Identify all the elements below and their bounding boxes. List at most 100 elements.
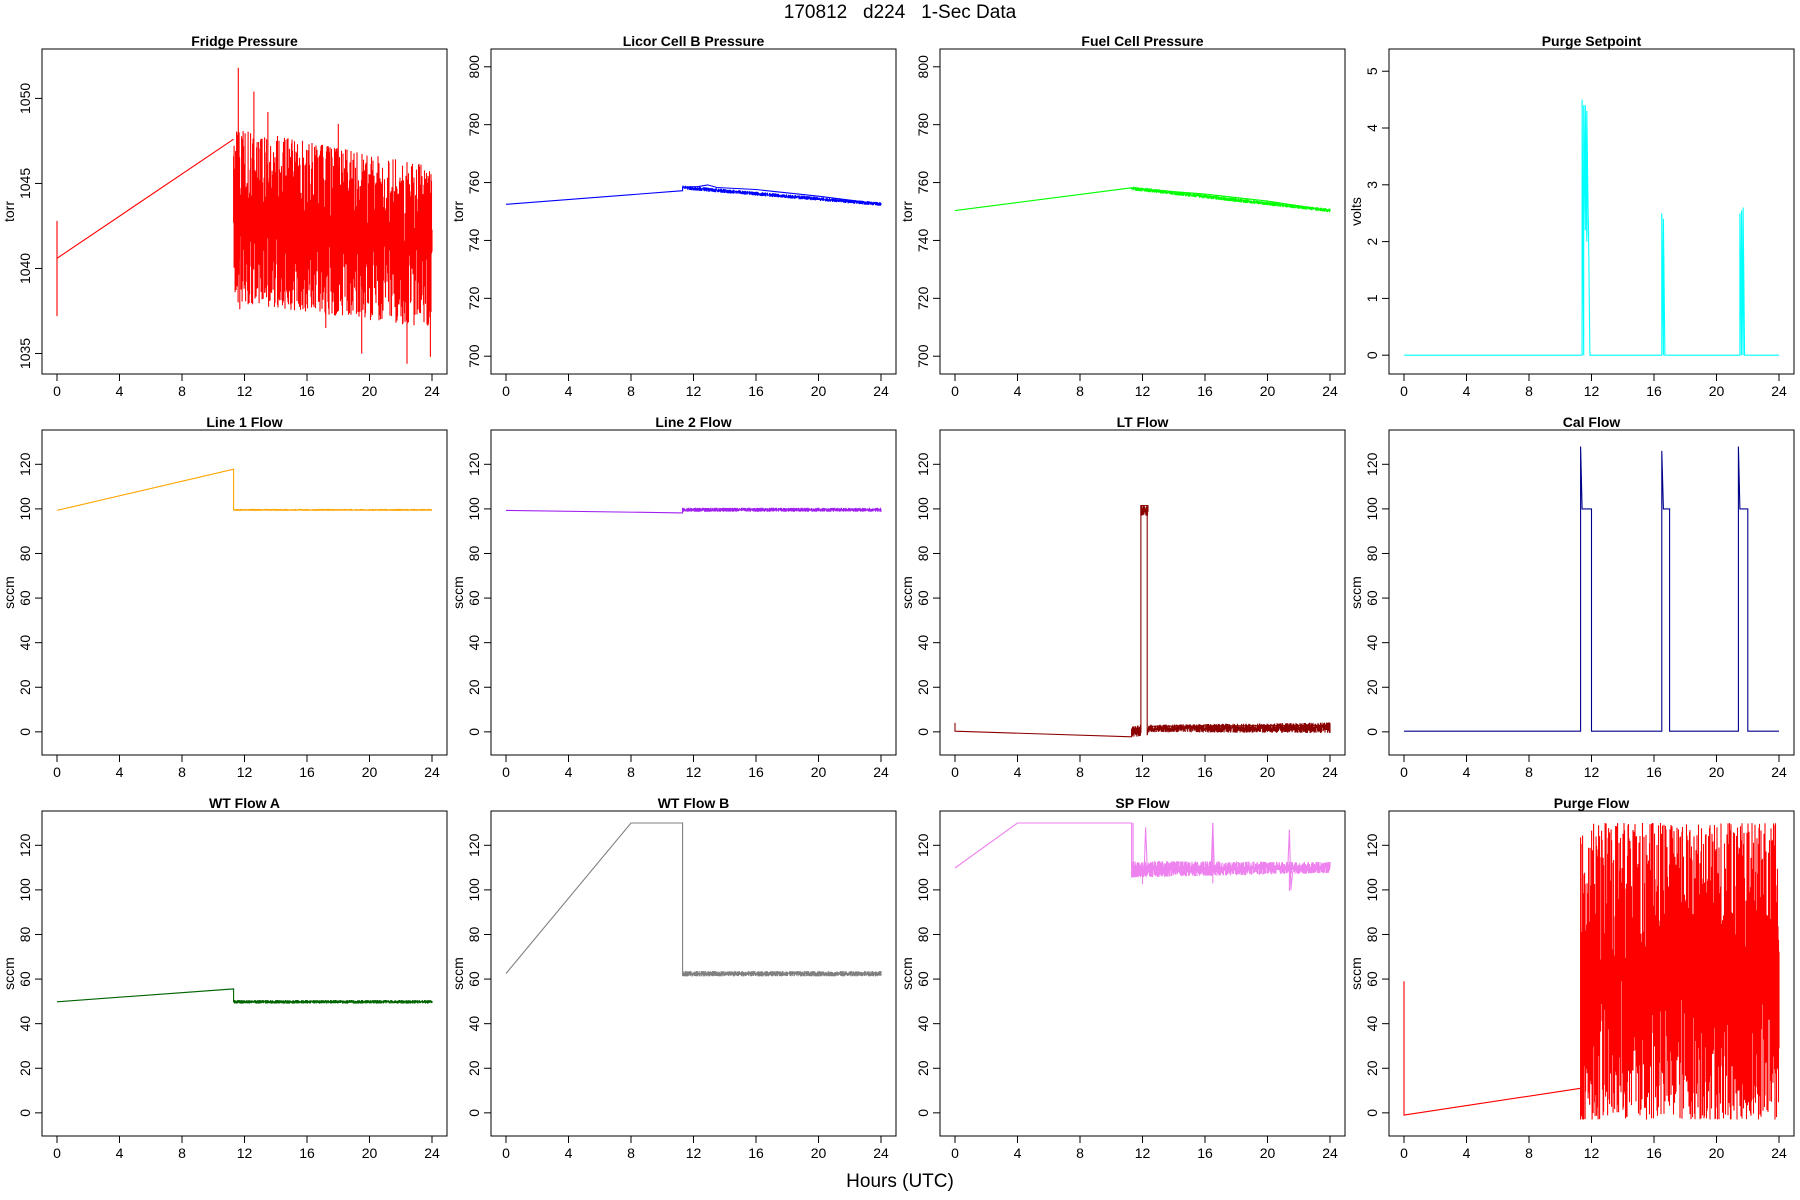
y-tick-label: 720: [915, 286, 931, 310]
figure-x-axis-label: Hours (UTC): [846, 1171, 954, 1192]
x-tick-label: 8: [178, 1145, 186, 1161]
noise-band: [233, 67, 433, 364]
series-group: [505, 507, 882, 514]
y-tick-label: 100: [915, 497, 931, 521]
plot-frame: [490, 429, 897, 756]
x-tick-label: 12: [1584, 764, 1600, 780]
x-tick-label: 16: [1646, 764, 1662, 780]
y-tick-label: 700: [915, 344, 931, 368]
x-tick-label: 16: [748, 764, 764, 780]
y-tick-label: 120: [1364, 833, 1380, 857]
x-tick-label: 20: [1709, 383, 1725, 399]
x-tick-label: 12: [1135, 764, 1151, 780]
y-tick-label: 40: [1364, 635, 1380, 651]
panel-title: Licor Cell B Pressure: [623, 33, 765, 49]
x-tick-label: 0: [1400, 1145, 1408, 1161]
y-axis-label: sccm: [450, 957, 466, 990]
x-tick-label: 4: [565, 1145, 573, 1161]
y-tick-label: 20: [915, 1060, 931, 1076]
y-tick-label: 100: [1364, 878, 1380, 902]
panel-title: Fridge Pressure: [191, 33, 298, 49]
series-line: [954, 504, 1331, 738]
y-tick-label: 80: [17, 926, 33, 942]
y-tick-label: 4: [1364, 124, 1380, 132]
y-tick-label: 120: [17, 833, 33, 857]
noise-band: [1148, 722, 1331, 733]
y-tick-label: 60: [1364, 971, 1380, 987]
y-tick-label: 0: [1364, 351, 1380, 359]
panel-title: Purge Flow: [1554, 795, 1630, 811]
y-tick-label: 20: [17, 679, 33, 695]
series-line: [505, 184, 882, 205]
x-tick-label: 4: [1014, 383, 1022, 399]
y-tick-label: 20: [466, 679, 482, 695]
panel-title: WT Flow A: [209, 795, 280, 811]
series-group: [56, 988, 433, 1004]
chart-panel: Fridge Pressure torr 0 4 8 12 16 20 24 1035 1040 10…: [1, 33, 448, 399]
x-tick-label: 16: [1197, 1145, 1213, 1161]
x-tick-label: 24: [1771, 764, 1787, 780]
plot-frame: [41, 429, 448, 756]
chart-panel: Licor Cell B Pressure torr 0 4 8 12 16 20 24 700 7…: [450, 33, 897, 399]
y-tick-label: 1045: [17, 168, 33, 199]
x-tick-label: 8: [627, 1145, 635, 1161]
x-tick-label: 8: [1076, 764, 1084, 780]
y-axis-label: sccm: [899, 957, 915, 990]
plot-frame: [939, 429, 1346, 756]
series-line: [1404, 99, 1779, 356]
y-tick-label: 720: [466, 286, 482, 310]
x-tick-label: 16: [748, 383, 764, 399]
y-axis-label: sccm: [1348, 957, 1364, 990]
x-tick-label: 16: [748, 1145, 764, 1161]
panel-title: LT Flow: [1117, 414, 1169, 430]
plot-frame: [490, 48, 897, 375]
plot-frame: [1388, 48, 1795, 375]
chart-panel: WT Flow A sccm 0 4 8 12 16 20 24 0 20 40 60 80 100 120: [1, 795, 448, 1161]
y-tick-label: 2: [1364, 237, 1380, 245]
y-axis-label: torr: [1, 201, 17, 222]
y-axis-label: torr: [450, 201, 466, 222]
x-tick-label: 4: [116, 764, 124, 780]
x-tick-label: 4: [1014, 1145, 1022, 1161]
y-tick-label: 0: [466, 1109, 482, 1117]
y-tick-label: 80: [915, 545, 931, 561]
x-tick-label: 4: [1463, 1145, 1471, 1161]
y-tick-label: 40: [466, 635, 482, 651]
y-tick-label: 760: [466, 171, 482, 195]
x-tick-label: 8: [178, 383, 186, 399]
noise-band: [1580, 823, 1780, 1120]
y-axis-label: sccm: [450, 576, 466, 609]
chart-panel: LT Flow sccm 0 4 8 12 16 20 24 0 20 40 60 80 100 120: [899, 414, 1346, 780]
x-tick-label: 8: [178, 764, 186, 780]
panel-title: Line 1 Flow: [206, 414, 282, 430]
y-tick-label: 60: [466, 971, 482, 987]
x-tick-label: 24: [1771, 1145, 1787, 1161]
x-tick-label: 0: [53, 383, 61, 399]
x-tick-label: 24: [873, 1145, 889, 1161]
x-tick-label: 20: [811, 764, 827, 780]
chart-panel: SP Flow sccm 0 4 8 12 16 20 24 0 20 40 60 80 100 120: [899, 795, 1346, 1161]
x-tick-label: 8: [1525, 764, 1533, 780]
series-line: [954, 822, 1330, 890]
x-tick-label: 20: [362, 383, 378, 399]
y-tick-label: 80: [466, 926, 482, 942]
x-tick-label: 8: [1076, 1145, 1084, 1161]
x-tick-label: 4: [1463, 764, 1471, 780]
series-group: [954, 504, 1331, 738]
x-tick-label: 4: [565, 764, 573, 780]
panel-title: Cal Flow: [1563, 414, 1621, 430]
x-tick-label: 12: [686, 764, 702, 780]
x-tick-label: 0: [502, 1145, 510, 1161]
y-tick-label: 100: [17, 878, 33, 902]
x-tick-label: 24: [873, 764, 889, 780]
y-tick-label: 40: [1364, 1016, 1380, 1032]
series-group: [954, 822, 1331, 891]
x-tick-label: 24: [424, 383, 440, 399]
y-axis-label: torr: [899, 201, 915, 222]
x-tick-label: 24: [1322, 383, 1338, 399]
y-tick-label: 20: [915, 679, 931, 695]
series-line: [1404, 446, 1779, 732]
y-axis-label: sccm: [899, 576, 915, 609]
y-tick-label: 700: [466, 344, 482, 368]
y-tick-label: 740: [466, 229, 482, 253]
